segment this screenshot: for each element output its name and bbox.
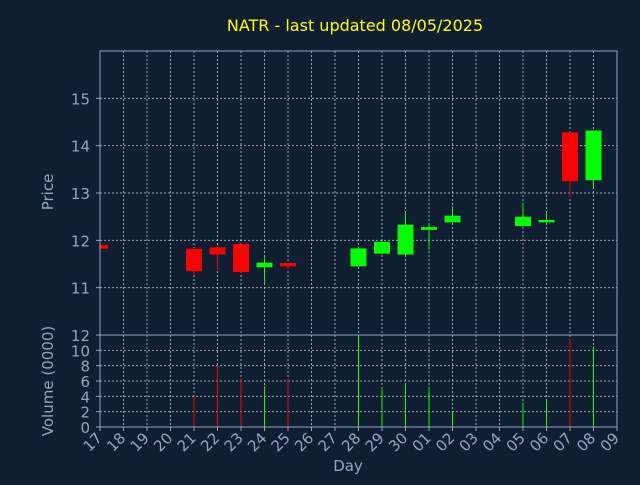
price-tick-label: 13 <box>71 185 90 203</box>
volume-tick-label: 6 <box>80 373 90 391</box>
x-tick-label: 21 <box>174 429 200 455</box>
x-tick-label: 07 <box>550 429 576 455</box>
x-tick-label: 29 <box>362 429 388 455</box>
price-tick-label: 15 <box>71 90 90 108</box>
price-tick-label: 11 <box>71 280 90 298</box>
candle-body <box>397 224 414 255</box>
candle-body <box>350 248 367 267</box>
volume-tick-label: 4 <box>80 388 90 406</box>
candle-body <box>100 245 108 249</box>
x-tick-label: 26 <box>291 429 317 455</box>
candle-body <box>280 263 296 267</box>
candle-body <box>562 132 578 182</box>
x-tick-label: 27 <box>315 429 341 455</box>
price-tick-label: 12 <box>71 232 90 250</box>
candle-body <box>444 215 461 223</box>
x-tick-label: 06 <box>526 429 552 455</box>
candle-body <box>233 244 249 273</box>
x-tick-label: 25 <box>268 429 294 455</box>
price-tick-label: 14 <box>71 138 90 156</box>
candle-body <box>421 227 437 230</box>
price-axis-label: Price <box>39 174 57 211</box>
x-tick-label: 03 <box>456 429 482 455</box>
chart-title: NATR - last updated 08/05/2025 <box>227 16 483 35</box>
x-tick-label: 30 <box>385 429 411 455</box>
x-tick-label: 09 <box>597 429 623 455</box>
volume-tick-label: 0 <box>80 419 90 437</box>
candle-body <box>256 262 273 268</box>
x-tick-label: 04 <box>479 429 505 455</box>
candle-body <box>186 248 202 272</box>
x-tick-label: 19 <box>127 429 153 455</box>
x-tick-label: 08 <box>573 429 599 455</box>
candle-body <box>585 130 602 181</box>
chart-axes <box>96 50 618 431</box>
x-tick-label: 28 <box>338 429 364 455</box>
tick-labels: 1112131415024681012171819202122232425262… <box>71 90 623 455</box>
x-tick-label: 02 <box>432 429 458 455</box>
volume-tick-label: 2 <box>80 404 90 422</box>
volume-tick-label: 8 <box>80 358 90 376</box>
x-tick-label: 24 <box>244 429 270 455</box>
x-tick-label: 01 <box>409 429 435 455</box>
candle-body <box>374 241 390 254</box>
x-tick-label: 23 <box>221 429 247 455</box>
candle-body <box>209 247 226 255</box>
x-tick-label: 18 <box>103 429 129 455</box>
x-tick-label: 05 <box>503 429 529 455</box>
volume-axis-label: Volume (0000) <box>39 326 57 436</box>
volume-tick-label: 12 <box>71 327 90 345</box>
chart-marks <box>99 130 602 427</box>
x-tick-label: 22 <box>197 429 223 455</box>
x-tick-label: 20 <box>150 429 176 455</box>
candle-body <box>515 216 531 227</box>
candle-body <box>538 219 555 223</box>
volume-tick-label: 10 <box>71 342 90 360</box>
x-axis-label: Day <box>333 457 363 475</box>
